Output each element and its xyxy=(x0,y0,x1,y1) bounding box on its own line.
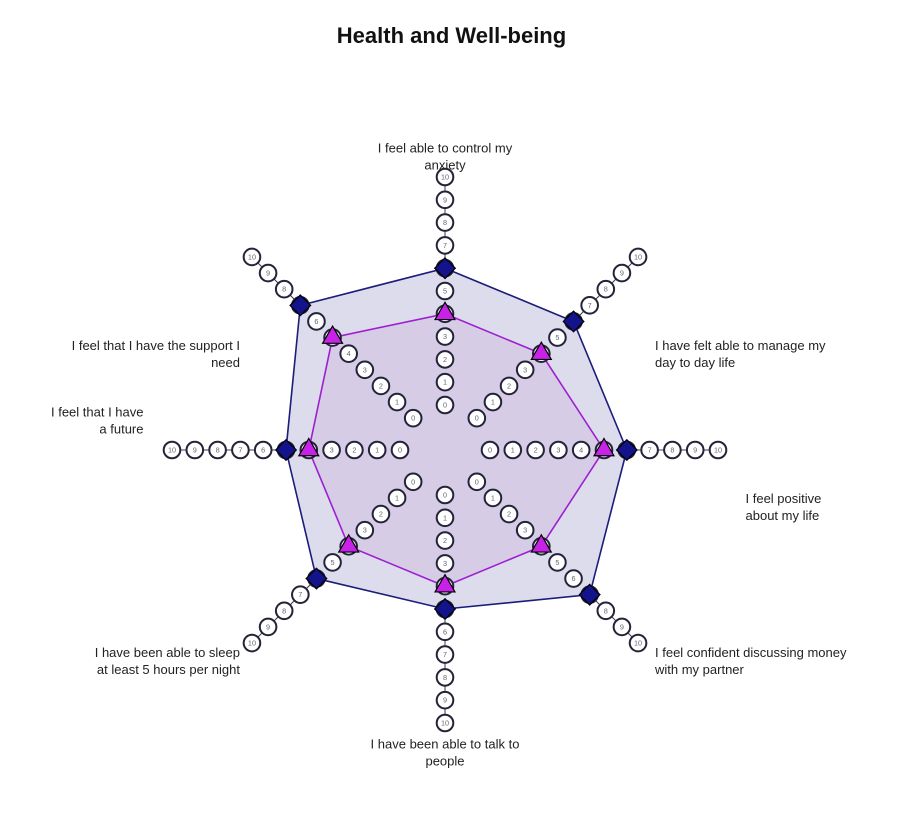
svg-text:10: 10 xyxy=(634,639,642,648)
svg-text:I feel positive: I feel positive xyxy=(746,491,822,506)
svg-text:9: 9 xyxy=(266,269,270,278)
svg-text:6: 6 xyxy=(261,446,265,455)
svg-text:1: 1 xyxy=(491,398,495,407)
svg-text:10: 10 xyxy=(168,446,176,455)
svg-text:1: 1 xyxy=(443,513,447,522)
svg-text:2: 2 xyxy=(507,381,511,390)
svg-text:8: 8 xyxy=(216,446,220,455)
svg-text:I have been able to sleep: I have been able to sleep xyxy=(95,645,240,660)
svg-text:day to day life: day to day life xyxy=(655,355,735,370)
svg-text:0: 0 xyxy=(488,446,492,455)
svg-text:I feel confident discussing mo: I feel confident discussing money xyxy=(655,645,847,660)
svg-text:10: 10 xyxy=(441,173,449,182)
svg-text:I feel that I have: I feel that I have xyxy=(51,405,144,420)
svg-text:6: 6 xyxy=(443,627,447,636)
svg-text:0: 0 xyxy=(411,477,415,486)
svg-text:anxiety: anxiety xyxy=(424,158,466,173)
svg-text:0: 0 xyxy=(475,414,479,423)
svg-text:3: 3 xyxy=(523,526,527,535)
svg-text:3: 3 xyxy=(443,332,447,341)
svg-text:9: 9 xyxy=(443,696,447,705)
svg-text:9: 9 xyxy=(443,195,447,204)
svg-text:9: 9 xyxy=(620,269,624,278)
svg-text:8: 8 xyxy=(670,446,674,455)
svg-text:5: 5 xyxy=(443,287,447,296)
svg-text:8: 8 xyxy=(604,606,608,615)
svg-text:7: 7 xyxy=(588,301,592,310)
svg-text:3: 3 xyxy=(363,365,367,374)
svg-text:I feel that I have the support: I feel that I have the support I xyxy=(72,338,240,353)
svg-text:2: 2 xyxy=(443,355,447,364)
svg-text:0: 0 xyxy=(475,477,479,486)
svg-text:7: 7 xyxy=(648,446,652,455)
svg-text:1: 1 xyxy=(443,378,447,387)
svg-text:1: 1 xyxy=(511,446,515,455)
svg-text:at least 5 hours per night: at least 5 hours per night xyxy=(97,662,240,677)
svg-text:6: 6 xyxy=(314,317,318,326)
svg-text:5: 5 xyxy=(331,558,335,567)
svg-text:5: 5 xyxy=(555,333,559,342)
svg-text:5: 5 xyxy=(555,558,559,567)
svg-text:3: 3 xyxy=(443,559,447,568)
svg-text:8: 8 xyxy=(443,673,447,682)
svg-text:9: 9 xyxy=(193,446,197,455)
svg-text:8: 8 xyxy=(443,218,447,227)
svg-text:7: 7 xyxy=(238,446,242,455)
svg-text:I have been able to talk to: I have been able to talk to xyxy=(371,737,520,752)
svg-text:6: 6 xyxy=(572,574,576,583)
svg-text:I feel able to control my: I feel able to control my xyxy=(378,141,513,156)
svg-text:8: 8 xyxy=(604,285,608,294)
svg-text:7: 7 xyxy=(298,590,302,599)
svg-text:1: 1 xyxy=(491,493,495,502)
svg-text:8: 8 xyxy=(282,285,286,294)
svg-text:10: 10 xyxy=(248,639,256,648)
svg-text:9: 9 xyxy=(266,622,270,631)
svg-text:10: 10 xyxy=(441,719,449,728)
svg-text:7: 7 xyxy=(443,241,447,250)
svg-text:I have felt able to manage my: I have felt able to manage my xyxy=(655,338,826,353)
svg-text:3: 3 xyxy=(523,365,527,374)
svg-text:people: people xyxy=(425,754,464,769)
svg-text:2: 2 xyxy=(379,381,383,390)
svg-text:8: 8 xyxy=(282,606,286,615)
svg-text:9: 9 xyxy=(620,622,624,631)
svg-text:2: 2 xyxy=(507,510,511,519)
svg-text:2: 2 xyxy=(352,446,356,455)
svg-text:need: need xyxy=(211,355,240,370)
svg-text:4: 4 xyxy=(579,446,583,455)
svg-text:0: 0 xyxy=(411,414,415,423)
svg-text:0: 0 xyxy=(443,491,447,500)
svg-text:1: 1 xyxy=(395,398,399,407)
svg-text:about my life: about my life xyxy=(746,508,820,523)
svg-text:10: 10 xyxy=(634,252,642,261)
svg-text:2: 2 xyxy=(443,536,447,545)
svg-text:2: 2 xyxy=(534,446,538,455)
svg-text:3: 3 xyxy=(363,526,367,535)
svg-text:3: 3 xyxy=(556,446,560,455)
svg-text:10: 10 xyxy=(714,446,722,455)
svg-text:0: 0 xyxy=(443,401,447,410)
svg-text:9: 9 xyxy=(693,446,697,455)
svg-text:4: 4 xyxy=(347,349,351,358)
svg-text:2: 2 xyxy=(379,510,383,519)
svg-text:3: 3 xyxy=(330,446,334,455)
svg-text:1: 1 xyxy=(375,446,379,455)
svg-text:with my partner: with my partner xyxy=(654,662,745,677)
svg-text:a future: a future xyxy=(99,422,143,437)
svg-text:7: 7 xyxy=(443,650,447,659)
svg-text:10: 10 xyxy=(248,252,256,261)
svg-text:0: 0 xyxy=(398,446,402,455)
svg-text:1: 1 xyxy=(395,493,399,502)
